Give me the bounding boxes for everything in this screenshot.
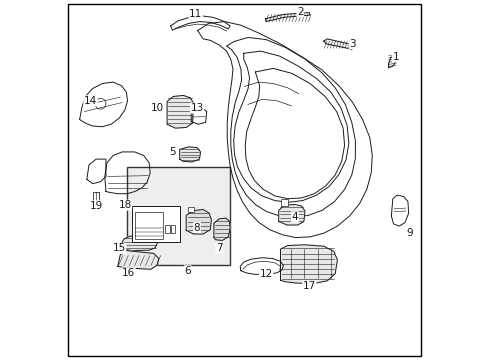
Text: 1: 1 [391, 52, 398, 62]
Bar [187, 207, 194, 212]
Text: 15: 15 [112, 243, 125, 253]
Text: 12: 12 [259, 269, 272, 279]
Polygon shape [323, 39, 352, 50]
Text: 14: 14 [83, 96, 97, 106]
Polygon shape [186, 210, 211, 234]
Text: 8: 8 [193, 222, 200, 233]
Text: 6: 6 [184, 266, 190, 276]
Polygon shape [121, 236, 157, 251]
Text: 16: 16 [122, 268, 135, 278]
Text: 2: 2 [296, 6, 303, 17]
Polygon shape [167, 95, 193, 128]
Polygon shape [278, 204, 305, 225]
Polygon shape [118, 251, 159, 269]
Bar [280, 199, 287, 206]
Bar [93, 192, 99, 204]
Polygon shape [387, 55, 396, 68]
Text: 13: 13 [190, 103, 203, 113]
Text: 9: 9 [405, 228, 412, 238]
Polygon shape [213, 218, 230, 240]
Text: 4: 4 [291, 212, 298, 222]
Bar [135, 212, 163, 239]
Bar [127, 167, 230, 265]
Text: 19: 19 [90, 201, 103, 211]
Polygon shape [265, 13, 309, 22]
Text: 11: 11 [189, 9, 202, 19]
Polygon shape [179, 147, 200, 162]
Text: 17: 17 [302, 281, 315, 291]
Bar [165, 225, 169, 233]
Text: 10: 10 [150, 103, 163, 113]
Polygon shape [280, 245, 337, 284]
Text: 3: 3 [348, 39, 355, 49]
Text: 7: 7 [216, 243, 222, 253]
Text: 5: 5 [169, 147, 176, 157]
FancyBboxPatch shape [132, 206, 180, 242]
Text: 18: 18 [118, 200, 131, 210]
Bar [171, 225, 175, 233]
